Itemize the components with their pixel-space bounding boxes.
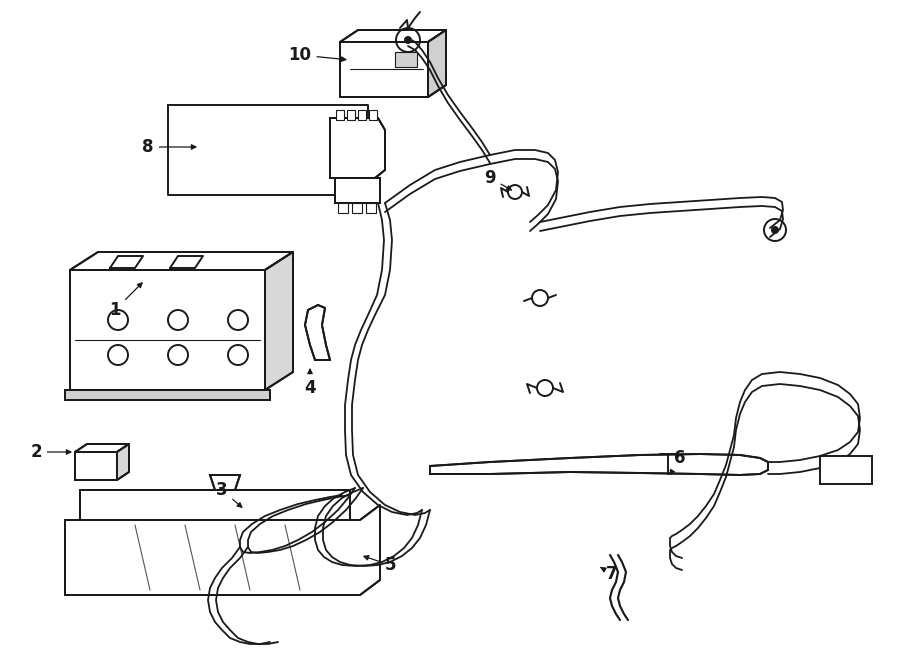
Text: 5: 5 [364,556,396,574]
Polygon shape [305,305,330,360]
Polygon shape [340,30,446,42]
Bar [366,203,376,213]
Polygon shape [335,178,380,203]
Text: 9: 9 [484,169,511,190]
Polygon shape [428,30,446,97]
Polygon shape [70,270,265,390]
Text: 3: 3 [216,481,242,507]
Polygon shape [430,454,768,475]
Polygon shape [80,490,350,520]
Bar [358,110,366,120]
Text: 1: 1 [109,283,142,319]
Text: 8: 8 [142,138,196,156]
Polygon shape [70,252,293,270]
Polygon shape [210,475,240,490]
Polygon shape [75,444,129,452]
Polygon shape [70,360,265,390]
Bar [338,203,348,213]
Bar [336,110,344,120]
Polygon shape [340,42,428,97]
Polygon shape [65,505,380,595]
Bar [395,52,417,67]
Polygon shape [65,390,270,400]
Polygon shape [330,118,385,178]
Bar [369,110,377,120]
Text: 4: 4 [304,369,316,397]
Polygon shape [265,252,293,390]
Text: 2: 2 [31,443,71,461]
Polygon shape [75,452,117,480]
Polygon shape [340,85,446,97]
Bar [347,110,355,120]
Bar [820,456,872,484]
Text: 6: 6 [670,449,686,475]
Bar [352,203,362,213]
Text: 7: 7 [601,565,617,583]
Circle shape [404,36,412,44]
Text: 10: 10 [289,46,346,64]
Polygon shape [117,444,129,480]
Circle shape [771,226,779,234]
